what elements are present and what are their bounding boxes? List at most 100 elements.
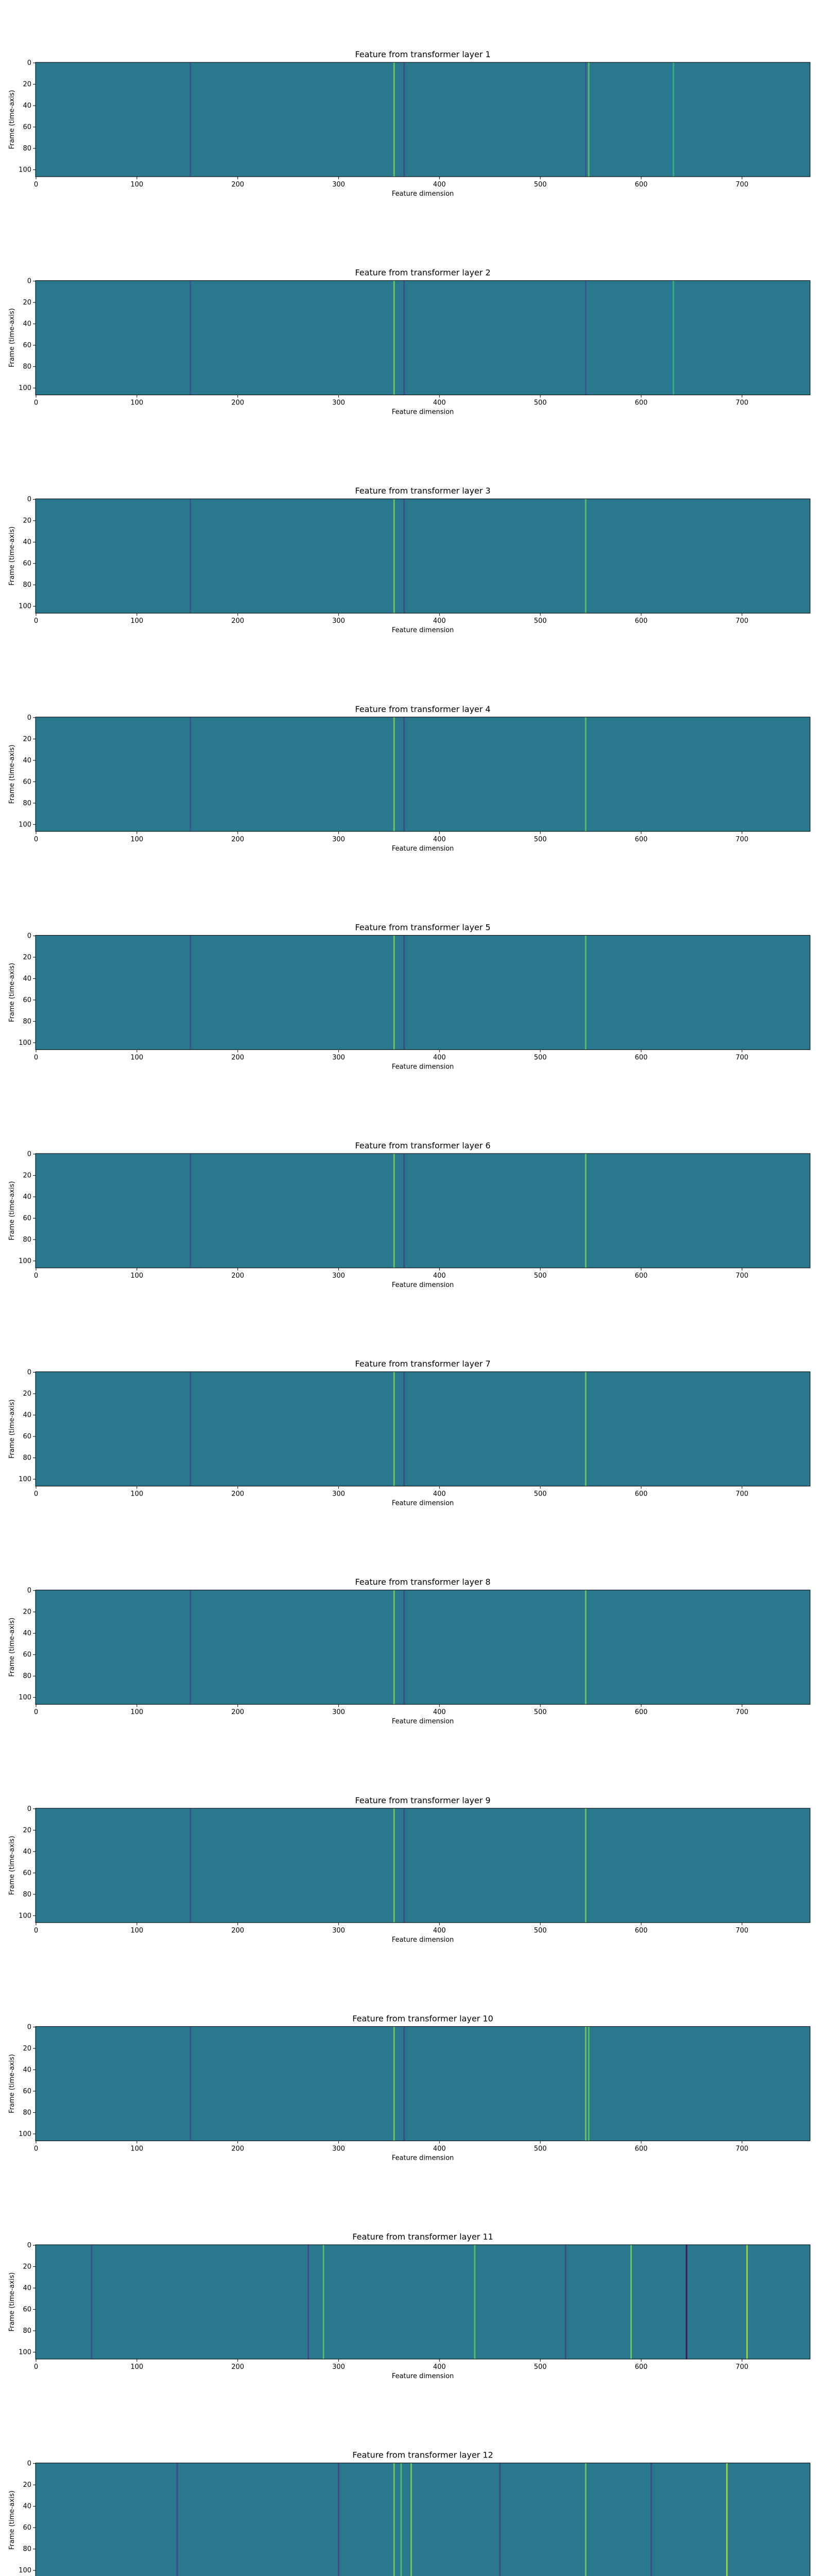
y-tick-label: 60 bbox=[23, 1651, 31, 1659]
x-tick-label: 0 bbox=[34, 2363, 38, 2371]
heatmap-background bbox=[36, 717, 810, 832]
axes-frame bbox=[35, 62, 811, 177]
x-tick-label: 700 bbox=[735, 1054, 748, 1061]
x-tick-label: 200 bbox=[231, 1708, 244, 1716]
x-tick-label: 300 bbox=[332, 399, 345, 407]
heatmap-stripe bbox=[403, 935, 405, 1050]
y-axis-label: Frame (time-axis) bbox=[8, 90, 16, 149]
y-axis-label: Frame (time-axis) bbox=[8, 308, 16, 367]
heatmap-stripe bbox=[190, 1590, 192, 1705]
y-tick-label: 0 bbox=[27, 2460, 31, 2468]
x-tick-label: 100 bbox=[130, 1708, 143, 1716]
x-tick-label: 100 bbox=[130, 1927, 143, 1935]
x-axis-label: Feature dimension bbox=[392, 409, 454, 416]
axes-frame bbox=[35, 1153, 811, 1268]
y-tick-label: 100 bbox=[19, 2349, 31, 2357]
heatmap-stripe bbox=[585, 2026, 587, 2141]
x-tick-label: 700 bbox=[735, 181, 748, 189]
x-tick-label: 400 bbox=[433, 1927, 446, 1935]
y-tick-label: 80 bbox=[23, 1236, 31, 1244]
x-tick-label: 600 bbox=[635, 1272, 648, 1280]
y-tick-label: 20 bbox=[23, 2263, 31, 2271]
axes-frame bbox=[35, 2244, 811, 2360]
chart-title: Feature from transformer layer 5 bbox=[355, 922, 490, 932]
y-axis-label: Frame (time-axis) bbox=[8, 744, 16, 804]
x-tick-label: 100 bbox=[130, 399, 143, 407]
heatmap-stripe bbox=[393, 1590, 395, 1705]
x-axis-label: Feature dimension bbox=[392, 1063, 454, 1071]
y-tick-label: 40 bbox=[23, 1630, 31, 1637]
x-tick-label: 700 bbox=[735, 399, 748, 407]
heatmap-stripe bbox=[403, 1371, 405, 1486]
heatmap-stripe bbox=[338, 2463, 339, 2576]
x-tick-label: 300 bbox=[332, 1054, 345, 1061]
heatmap-background bbox=[36, 62, 810, 177]
x-tick-label: 600 bbox=[635, 836, 648, 843]
heatmap-stripe bbox=[630, 2245, 632, 2359]
y-axis-label: Frame (time-axis) bbox=[8, 2273, 16, 2332]
heatmap-stripe bbox=[176, 2463, 178, 2576]
y-axis-label: Frame (time-axis) bbox=[8, 1618, 16, 1677]
y-tick-label: 40 bbox=[23, 975, 31, 982]
heatmap-background bbox=[36, 1808, 810, 1923]
axes-frame bbox=[35, 717, 811, 832]
y-axis-label: Frame (time-axis) bbox=[8, 1181, 16, 1241]
x-tick-label: 500 bbox=[534, 836, 547, 843]
y-tick-label: 60 bbox=[23, 342, 31, 349]
y-tick-label: 20 bbox=[23, 1608, 31, 1616]
x-tick-label: 400 bbox=[433, 1490, 446, 1498]
x-tick-label: 600 bbox=[635, 2363, 648, 2371]
y-tick-label: 40 bbox=[23, 102, 31, 110]
x-tick-label: 700 bbox=[735, 1927, 748, 1935]
x-tick-label: 500 bbox=[534, 617, 547, 625]
heatmap-stripe bbox=[585, 935, 587, 1050]
y-tick-label: 80 bbox=[23, 800, 31, 807]
heatmap-stripe bbox=[585, 62, 587, 177]
x-tick-label: 200 bbox=[231, 2363, 244, 2371]
x-axis-label: Feature dimension bbox=[392, 2372, 454, 2380]
x-tick-label: 0 bbox=[34, 617, 38, 625]
chart-title: Feature from transformer layer 4 bbox=[355, 704, 490, 714]
y-tick-label: 0 bbox=[27, 1150, 31, 1158]
heatmap-background bbox=[36, 280, 810, 395]
x-tick-label: 300 bbox=[332, 2363, 345, 2371]
heatmap-stripe bbox=[190, 1808, 192, 1923]
x-tick-label: 0 bbox=[34, 1708, 38, 1716]
heatmap-stripe bbox=[393, 717, 395, 832]
axes-frame bbox=[35, 1371, 811, 1487]
heatmap-stripe bbox=[393, 1371, 395, 1486]
x-tick-label: 0 bbox=[34, 399, 38, 407]
x-tick-label: 100 bbox=[130, 2145, 143, 2153]
chart-title: Feature from transformer layer 12 bbox=[352, 2450, 493, 2460]
y-tick-label: 100 bbox=[19, 1258, 31, 1265]
heatmap-stripe bbox=[585, 717, 587, 832]
y-tick-label: 100 bbox=[19, 1694, 31, 1702]
y-tick-label: 40 bbox=[23, 538, 31, 546]
y-tick-label: 60 bbox=[23, 1215, 31, 1223]
chart-title: Feature from transformer layer 10 bbox=[352, 2013, 493, 2023]
x-tick-label: 600 bbox=[635, 1708, 648, 1716]
y-axis-label: Frame (time-axis) bbox=[8, 963, 16, 1022]
y-tick-label: 0 bbox=[27, 1587, 31, 1595]
heatmap-stripe bbox=[403, 62, 405, 177]
heatmap-background bbox=[36, 1154, 810, 1268]
heatmap-stripe bbox=[393, 1808, 395, 1923]
x-tick-label: 500 bbox=[534, 399, 547, 407]
axes-frame bbox=[35, 935, 811, 1050]
heatmap-stripe bbox=[190, 280, 192, 395]
heatmap-stripe bbox=[403, 717, 405, 832]
heatmap-stripe bbox=[403, 1590, 405, 1705]
x-tick-label: 600 bbox=[635, 617, 648, 625]
heatmap-stripe bbox=[91, 2245, 93, 2359]
heatmap-stripe bbox=[190, 717, 192, 832]
y-tick-label: 40 bbox=[23, 320, 31, 328]
heatmap-stripe bbox=[685, 2245, 688, 2359]
axes-frame bbox=[35, 1589, 811, 1705]
axes-frame bbox=[35, 2463, 811, 2576]
x-tick-label: 700 bbox=[735, 2145, 748, 2153]
chart-title: Feature from transformer layer 2 bbox=[355, 268, 490, 278]
y-tick-label: 0 bbox=[27, 1369, 31, 1377]
y-tick-label: 60 bbox=[23, 778, 31, 786]
heatmap-stripe bbox=[673, 62, 675, 177]
